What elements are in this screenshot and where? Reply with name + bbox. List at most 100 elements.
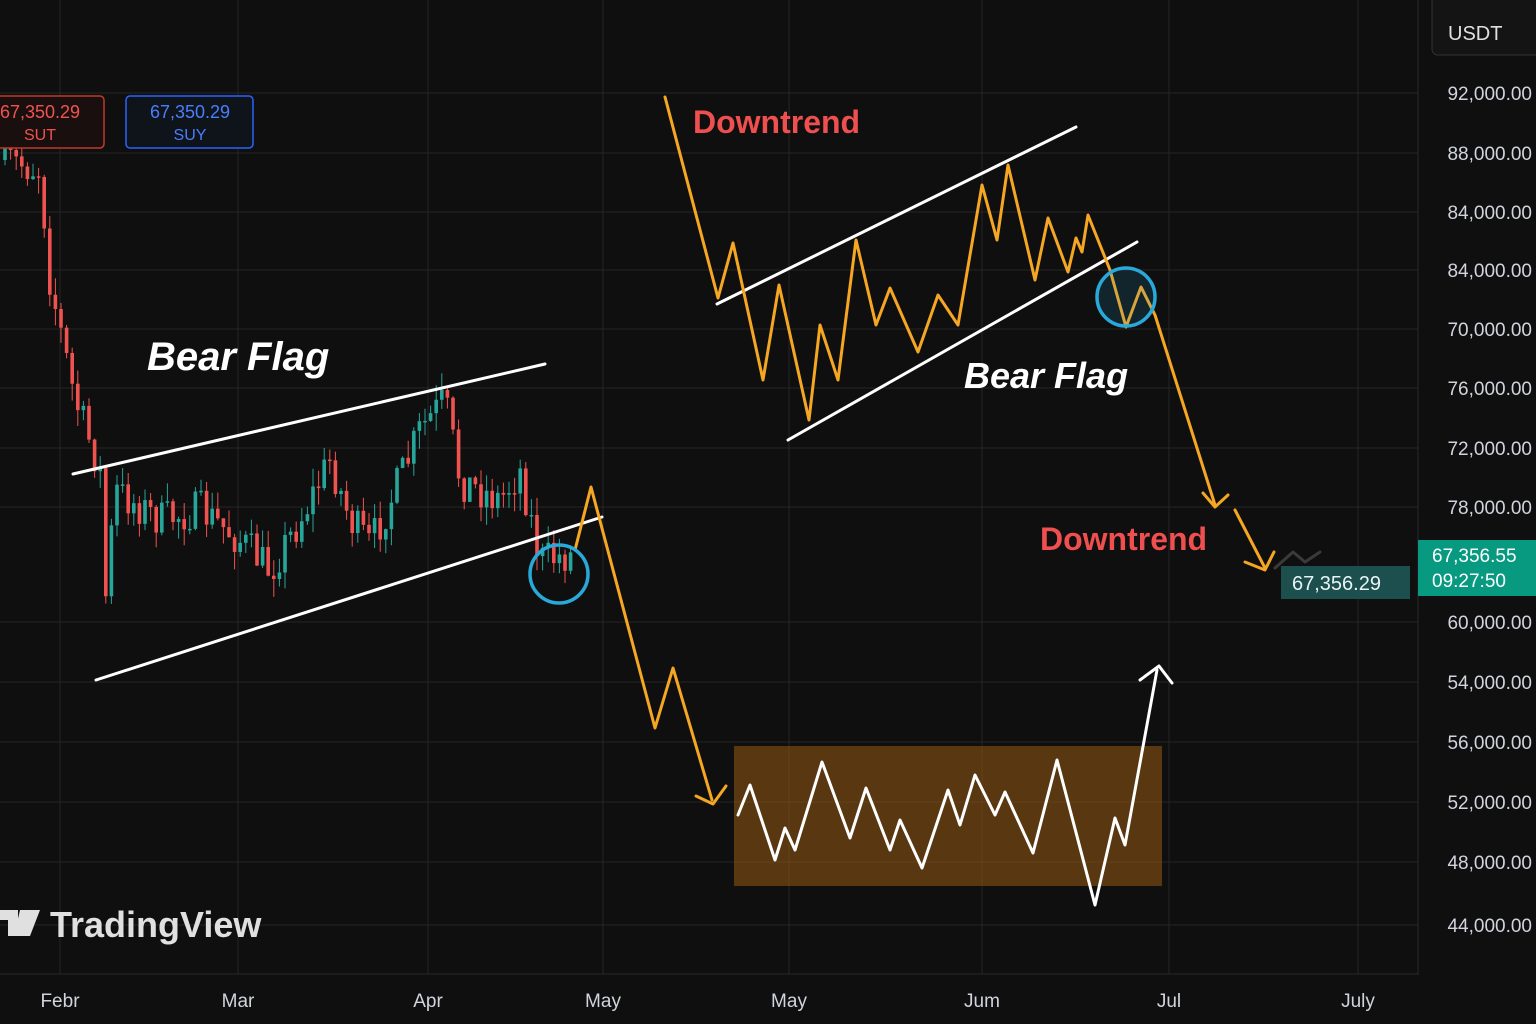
candle-body [143, 500, 147, 524]
candle-body [137, 503, 142, 524]
candle-body [350, 510, 354, 534]
trend-line [715, 125, 1078, 306]
price-label: 92,000.00 [1447, 84, 1532, 105]
candle-body [272, 575, 276, 579]
candle-body [171, 501, 175, 523]
candle-body [277, 572, 282, 579]
candle-body [468, 477, 472, 502]
candle-body [339, 490, 343, 495]
arrow-head [1138, 664, 1174, 685]
candle-body [417, 421, 422, 431]
sell-tag[interactable]: 67,350.29 SUT [0, 95, 105, 149]
candle-body [372, 518, 377, 534]
candle-body [529, 515, 534, 517]
range-box [734, 746, 1162, 886]
countdown: 09:27:50 [1432, 571, 1506, 592]
candle-body [361, 510, 366, 525]
price-label: 84,000.00 [1447, 203, 1532, 224]
candle-body [316, 486, 321, 489]
candle-body [92, 439, 97, 472]
annotation: Downtrend [693, 104, 860, 140]
candle-body [283, 534, 287, 573]
candle-body [238, 542, 242, 552]
candle-body [199, 490, 203, 493]
candle-body [400, 457, 405, 468]
candle-body [182, 519, 186, 530]
candle-body [109, 525, 114, 597]
candle-body [154, 506, 158, 533]
price-label: 44,000.00 [1447, 916, 1532, 937]
candle-body [501, 492, 506, 495]
faded-path [1273, 550, 1322, 570]
tag-price: 67,350.29 [0, 102, 80, 122]
candle-body [36, 176, 41, 178]
time-label: May [771, 991, 807, 1012]
highlight-circle [1095, 266, 1157, 328]
price-label: 76,000.00 [1447, 379, 1532, 400]
range-path [736, 668, 1159, 907]
tag-price: 67,350.29 [150, 102, 230, 122]
candle-body [160, 502, 164, 533]
candle-body [384, 529, 388, 540]
candle-body [244, 534, 248, 543]
currency: USDT [1448, 23, 1502, 45]
tag-box [125, 95, 254, 149]
candle-body [104, 468, 108, 597]
candle-body [176, 519, 181, 523]
price-label: 72,000.00 [1447, 439, 1532, 460]
candle-body [53, 294, 58, 310]
currency-selector[interactable]: USDT [1431, 0, 1536, 56]
candle-body [210, 508, 214, 525]
candle-body [428, 413, 433, 421]
drawings [71, 95, 1322, 907]
price-label: 56,000.00 [1447, 733, 1532, 754]
trend-line [786, 240, 1139, 442]
highlight-circle [528, 543, 590, 605]
candle-body [165, 501, 170, 503]
candle-body [3, 140, 7, 160]
candle-body [260, 547, 265, 566]
time-label: Mar [222, 991, 255, 1012]
last-price: 67,356.55 [1432, 546, 1517, 567]
candle-body [20, 156, 24, 167]
candle-body [25, 166, 30, 180]
candle-body [232, 537, 237, 552]
candle-body [14, 150, 18, 157]
candle-body [563, 554, 567, 571]
logo-text: TradingView [50, 904, 262, 945]
candle-body [266, 547, 270, 576]
time-label: Jul [1157, 991, 1181, 1012]
candle-body [328, 459, 332, 462]
tag-box [0, 95, 105, 149]
annotation: Bear Flag [147, 335, 329, 379]
candle-body [406, 457, 410, 464]
candle-body [462, 478, 466, 502]
candle-body [473, 477, 478, 485]
candle-body [193, 491, 198, 529]
last-price-tag [1418, 540, 1536, 596]
arrow-head [1201, 491, 1230, 509]
candle-body [70, 352, 74, 384]
time-label: Jum [964, 991, 1000, 1012]
candle-body [479, 484, 483, 508]
candle-body [512, 493, 517, 495]
price-label: 60,000.00 [1447, 613, 1532, 634]
price-label: 52,000.00 [1447, 793, 1532, 814]
candle-body [188, 528, 192, 531]
price-label: 48,000.00 [1447, 853, 1532, 874]
candle-body [255, 533, 259, 566]
price-label: 70,000.00 [1447, 320, 1532, 341]
candle-body [288, 531, 293, 535]
candle-body [451, 397, 455, 430]
candle-body [367, 524, 371, 534]
candle-body [132, 503, 136, 514]
candle-body [311, 486, 315, 515]
buy-tag[interactable]: 67,350.29 SUY [125, 95, 254, 149]
time-label: May [585, 991, 621, 1012]
axes: 92,000.00 88,000.00 84,000.00 84,000.00 70,0… [40, 84, 1532, 1012]
candle-body [389, 502, 394, 530]
candle-body [456, 429, 461, 479]
time-label: July [1341, 991, 1375, 1012]
candles [3, 123, 573, 604]
